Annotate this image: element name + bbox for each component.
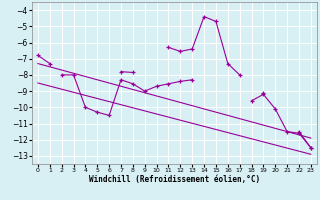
X-axis label: Windchill (Refroidissement éolien,°C): Windchill (Refroidissement éolien,°C) — [89, 175, 260, 184]
